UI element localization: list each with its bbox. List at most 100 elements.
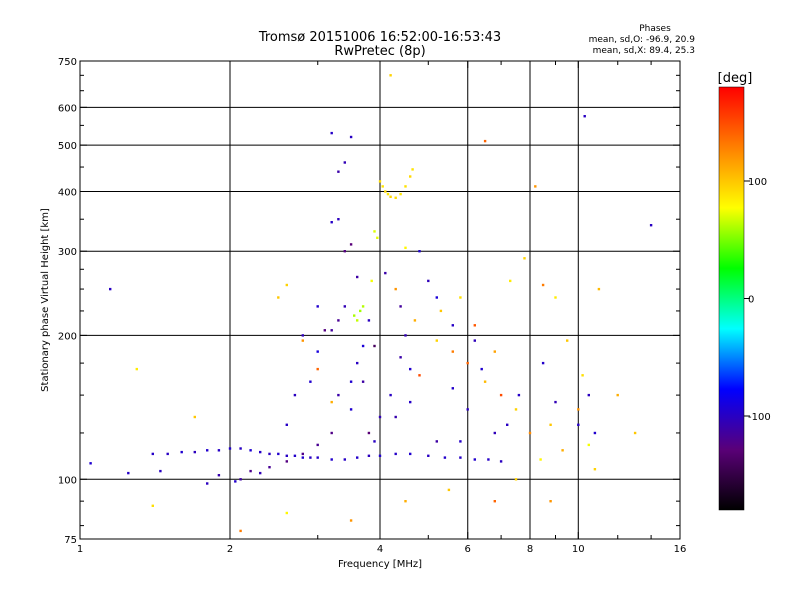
data-point [411,168,414,171]
data-point [649,224,653,227]
data-point [459,456,462,459]
colorbar-scale [718,86,745,511]
x-tick-label: 2 [227,544,233,555]
data-point [459,296,462,299]
data-point [480,367,483,371]
data-point [323,329,326,332]
data-point [435,296,438,299]
data-point [277,452,280,456]
data-point [539,458,542,461]
data-point [394,415,397,419]
data-point [466,361,469,365]
data-point [268,452,271,456]
data-point [399,356,402,359]
data-point [330,221,333,224]
data-point [353,314,356,317]
data-point [330,131,333,135]
y-tick-label: 200 [58,331,77,342]
data-point [443,456,447,459]
data-point [293,454,297,457]
data-point [633,431,637,435]
data-point [514,408,518,411]
data-point [528,431,532,435]
data-point [597,287,601,291]
data-point [577,408,580,411]
data-point [394,452,397,456]
data-point [509,279,512,283]
data-point [389,74,392,77]
data-points [89,74,653,533]
data-point [373,344,376,348]
data-point [435,339,438,342]
data-point [316,305,319,308]
data-point [394,196,397,199]
data-point [361,380,365,383]
data-point [616,393,619,397]
data-point [378,180,382,183]
y-tick-label: 500 [58,141,77,152]
x-tick-label: 6 [465,544,471,555]
data-point [384,271,387,275]
data-point [89,462,92,465]
data-point [316,456,319,459]
y-tick-label: 750 [58,57,77,68]
data-point [343,250,346,253]
data-point [109,287,112,291]
data-point [499,393,503,397]
data-point [487,458,490,461]
x-axis-label: Frequency [MHz] [338,559,422,570]
data-point [541,361,545,365]
data-point [356,456,359,459]
y-axis-ticks: 75 100 200 300 400 500 600 750 [58,57,680,546]
data-point [343,458,346,461]
data-point [330,431,333,435]
data-point [566,339,569,342]
data-point [386,192,390,196]
data-point [483,139,487,143]
data-point [581,374,584,377]
data-point [239,478,242,481]
data-point [349,380,353,383]
data-point [427,279,430,283]
data-point [309,456,312,459]
x-tick-label: 16 [674,544,687,555]
plot-area: 1 2 4 6 8 10 16 75 100 200 300 400 500 600 750 [58,57,686,555]
data-point [493,431,496,435]
data-point [159,469,162,473]
data-point [435,440,438,443]
data-point [193,415,196,419]
data-point [151,452,154,456]
y-tick-label: 400 [58,187,77,198]
data-point [217,474,221,477]
data-point [293,393,297,397]
y-tick-label: 75 [64,535,77,546]
colorbar: [deg] 100 0 -100 [718,71,771,511]
data-point [359,309,362,313]
data-point [384,190,387,193]
data-point [549,423,552,426]
data-point [343,305,346,308]
data-point [285,460,288,463]
data-point [554,296,557,299]
data-point [427,454,430,457]
data-point [234,480,237,483]
data-point [151,504,154,507]
data-point [399,192,402,196]
data-point [549,500,552,503]
data-point [389,393,392,397]
data-point [259,471,262,475]
data-point [587,443,590,447]
data-point [330,458,333,461]
colorbar-ticks: 100 0 -100 [744,177,771,423]
data-point [367,319,371,322]
data-point [394,287,397,291]
y-tick-label: 600 [58,103,77,114]
data-point [517,393,521,397]
y-tick-label: 300 [58,247,77,258]
x-tick-label: 4 [377,544,383,555]
data-point [206,449,209,452]
data-point [301,339,304,342]
x-tick-label: 1 [77,544,83,555]
colorbar-label: [deg] [718,71,753,86]
